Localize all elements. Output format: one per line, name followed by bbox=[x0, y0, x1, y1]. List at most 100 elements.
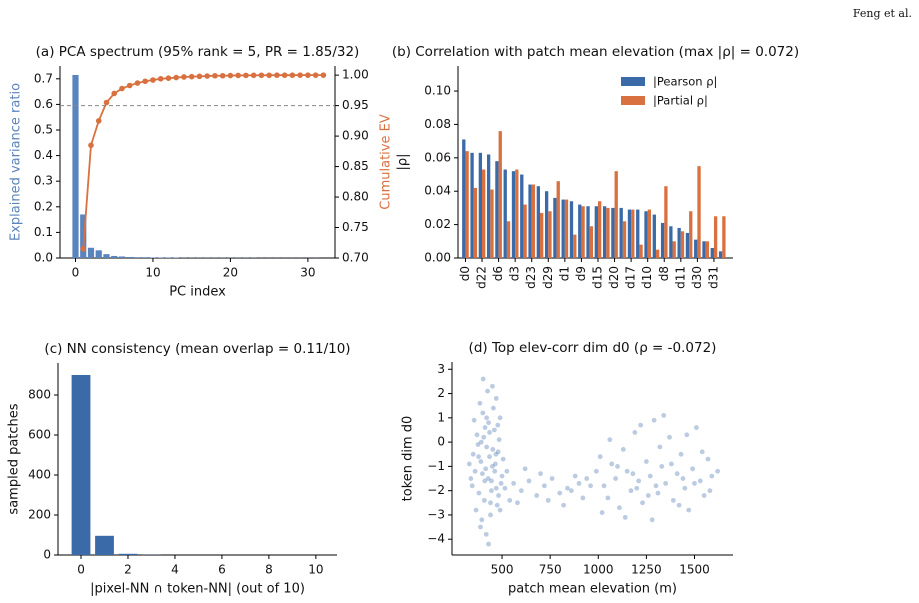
point bbox=[697, 478, 703, 484]
point bbox=[499, 473, 505, 479]
bar bbox=[594, 206, 598, 258]
point bbox=[489, 488, 494, 494]
point bbox=[479, 517, 485, 523]
point bbox=[469, 483, 475, 489]
marker bbox=[95, 118, 102, 124]
point bbox=[490, 446, 496, 452]
bar bbox=[465, 151, 469, 258]
point bbox=[663, 480, 669, 486]
y-tick-label: 0.4 bbox=[34, 148, 53, 162]
bar bbox=[702, 241, 706, 258]
point bbox=[549, 476, 555, 481]
bar bbox=[95, 535, 114, 555]
bar bbox=[95, 250, 102, 258]
point bbox=[661, 413, 667, 418]
bar bbox=[482, 169, 486, 258]
y-tick-label: 0.08 bbox=[424, 117, 451, 131]
legend-label: |Partial ρ| bbox=[653, 94, 708, 108]
legend-swatch bbox=[621, 77, 645, 86]
bar bbox=[490, 189, 494, 258]
point bbox=[493, 451, 499, 457]
bar bbox=[652, 214, 656, 258]
point bbox=[680, 476, 686, 481]
point bbox=[490, 463, 495, 469]
bar bbox=[71, 375, 91, 555]
y2-tick-label: 0.95 bbox=[342, 98, 369, 112]
point bbox=[466, 461, 472, 467]
bar bbox=[126, 256, 133, 258]
point bbox=[486, 541, 491, 547]
marker bbox=[212, 72, 218, 79]
y-tick-label: 0.02 bbox=[424, 217, 451, 231]
point bbox=[643, 459, 649, 464]
marker bbox=[142, 78, 149, 85]
point bbox=[518, 488, 524, 494]
marker bbox=[227, 72, 234, 79]
bar bbox=[503, 169, 507, 258]
bar bbox=[80, 214, 87, 258]
x-tick-label: 2 bbox=[124, 563, 132, 577]
point bbox=[489, 478, 494, 484]
x-tick-label: 750 bbox=[539, 563, 562, 577]
bar bbox=[103, 254, 110, 258]
point bbox=[471, 417, 477, 423]
point bbox=[473, 507, 479, 513]
point bbox=[613, 476, 618, 481]
point bbox=[653, 483, 659, 489]
point bbox=[694, 425, 699, 430]
point bbox=[584, 476, 590, 481]
x-tick-label: d10 bbox=[640, 266, 654, 289]
x-tick-label: d0 bbox=[458, 266, 472, 281]
point bbox=[669, 461, 674, 467]
point bbox=[492, 461, 498, 467]
y-tick-label: 400 bbox=[28, 468, 51, 482]
bar bbox=[473, 187, 478, 258]
x-tick-label: 4 bbox=[171, 563, 179, 577]
x-axis-label: patch mean elevation (m) bbox=[508, 582, 677, 597]
point bbox=[630, 471, 636, 477]
marker bbox=[289, 72, 296, 79]
marker bbox=[181, 74, 187, 80]
point bbox=[478, 524, 483, 530]
bar bbox=[713, 216, 718, 258]
y2-tick-label: 0.85 bbox=[342, 159, 369, 173]
y-tick-label: 800 bbox=[28, 388, 51, 402]
marker bbox=[320, 72, 327, 78]
marker bbox=[258, 72, 265, 79]
point bbox=[709, 473, 715, 479]
bar bbox=[540, 212, 544, 258]
bar bbox=[680, 231, 685, 258]
bar bbox=[470, 152, 474, 258]
point bbox=[640, 500, 645, 506]
point bbox=[624, 468, 630, 474]
bar bbox=[589, 226, 594, 258]
bar bbox=[548, 211, 552, 258]
x-tick-label: 1250 bbox=[631, 563, 662, 577]
x-tick-label: d17 bbox=[624, 266, 638, 289]
point bbox=[634, 485, 640, 491]
point bbox=[632, 430, 638, 435]
point bbox=[485, 388, 491, 394]
bar bbox=[597, 201, 602, 258]
marker bbox=[103, 99, 110, 106]
point bbox=[565, 485, 570, 491]
y2-tick-label: 0.90 bbox=[342, 129, 369, 143]
y-tick-label: 0.06 bbox=[424, 150, 451, 164]
y-tick-label: 600 bbox=[28, 428, 51, 442]
point bbox=[481, 497, 487, 503]
bar bbox=[573, 234, 577, 258]
point bbox=[488, 500, 493, 506]
point bbox=[495, 422, 501, 428]
point bbox=[572, 473, 578, 479]
point bbox=[557, 490, 563, 496]
y-tick-label: 0 bbox=[437, 435, 445, 449]
bar bbox=[515, 169, 519, 258]
bar bbox=[561, 199, 565, 258]
x-tick-label: d30 bbox=[690, 266, 704, 289]
point bbox=[488, 512, 493, 518]
y-tick-label: 0.2 bbox=[34, 199, 53, 213]
bar bbox=[142, 257, 149, 258]
x-tick-label: 0 bbox=[77, 563, 85, 577]
y-tick-label: 3 bbox=[437, 362, 445, 376]
point bbox=[534, 493, 540, 498]
